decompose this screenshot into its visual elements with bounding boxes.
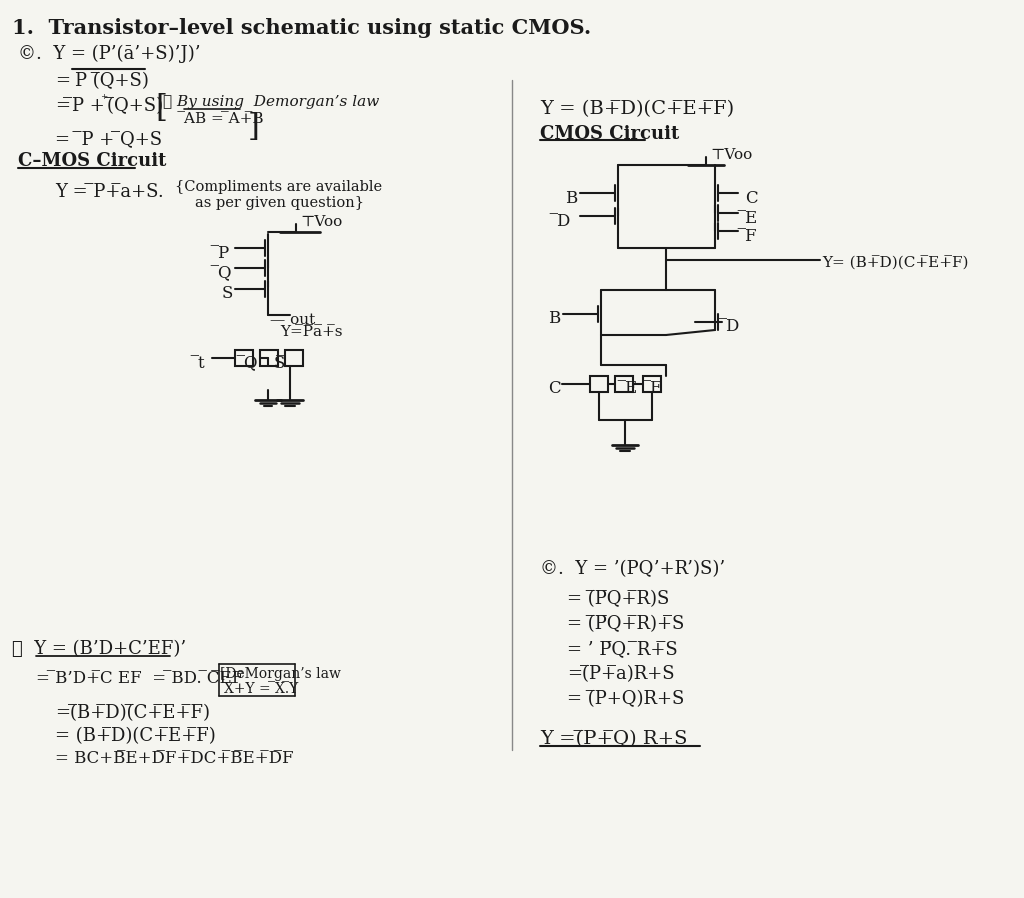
- Text: = (̅P̅Q+̅R)+̅S: = (̅P̅Q+̅R)+̅S: [567, 615, 684, 633]
- Text: Ⓐ  Y = (B’D+C’EF)’: Ⓐ Y = (B’D+C’EF)’: [12, 640, 186, 658]
- Text: ©.  Y = ’(PQ’+R’)S)’: ©. Y = ’(PQ’+R’)S)’: [540, 560, 725, 578]
- Text: =  ̅P + ̅Q+S: = ̅P + ̅Q+S: [55, 130, 162, 148]
- Text: (̅Q+S): (̅Q+S): [106, 97, 163, 115]
- Text: Y =(̅P+̅Q) R+S: Y =(̅P+̅Q) R+S: [540, 730, 687, 748]
- Text: =: =: [55, 97, 70, 115]
- Text: 1.  Transistor–level schematic using static CMOS.: 1. Transistor–level schematic using stat…: [12, 18, 591, 38]
- Bar: [643, 376, 662, 392]
- Text: ̅t: ̅t: [198, 355, 205, 372]
- Text: C–MOS Circuit: C–MOS Circuit: [18, 152, 166, 170]
- Text: ̅F: ̅F: [650, 380, 662, 397]
- Text: = BC+B̅E+D̅F+̅DC+̅B̅E+̅D̅F: = BC+B̅E+D̅F+̅DC+̅B̅E+̅D̅F: [55, 750, 294, 767]
- Text: C: C: [548, 380, 560, 397]
- Text: S: S: [222, 285, 233, 302]
- Text: Y = (B+̅D)(C+̅E+̅F): Y = (B+̅D)(C+̅E+̅F): [540, 100, 734, 118]
- Text: ̅P +: ̅P +: [72, 97, 104, 115]
- Bar: [234, 350, 253, 366]
- Text: ̅̅AB = ̅A+̅B: ̅̅AB = ̅A+̅B: [185, 112, 264, 126]
- Text: B: B: [548, 310, 560, 327]
- Text: = (B+̅D)(C+̅E+̅F): = (B+̅D)(C+̅E+̅F): [55, 727, 216, 745]
- Text: B: B: [565, 190, 578, 207]
- Text: ∴ By using  Demorgan’s law: ∴ By using Demorgan’s law: [163, 95, 379, 109]
- Text: ̅P: ̅P: [218, 245, 229, 262]
- Bar: [615, 376, 633, 392]
- Text: Y=̅P̅a̅+̅s: Y=̅P̅a̅+̅s: [280, 325, 342, 339]
- Text: ̅Q: ̅Q: [218, 265, 231, 282]
- Text: CMOS Circuit: CMOS Circuit: [540, 125, 679, 143]
- Text: [: [: [155, 93, 167, 124]
- Text: ̅D: ̅D: [726, 318, 739, 335]
- Text: — out: — out: [270, 313, 315, 327]
- Text: as per given question}: as per given question}: [195, 196, 364, 210]
- Text: = ’ P̅Q. ̅R+̅S: = ’ P̅Q. ̅R+̅S: [567, 640, 678, 658]
- Text: ̅F: ̅F: [745, 228, 757, 245]
- Text: = (̅P+Q)R+S: = (̅P+Q)R+S: [567, 690, 684, 708]
- Text: C: C: [745, 190, 758, 207]
- Text: =(̅B+̅D)(̅C+̅E+̅F): =(̅B+̅D)(̅C+̅E+̅F): [55, 704, 210, 722]
- Text: = (̅P̅Q+̅R)S: = (̅P̅Q+̅R)S: [567, 590, 670, 608]
- Text: ̅E: ̅E: [745, 210, 758, 227]
- Text: ̅E: ̅E: [625, 380, 637, 397]
- Text: ⊤Voo: ⊤Voo: [300, 215, 342, 229]
- Text: P (̅Q+S): P (̅Q+S): [75, 72, 148, 90]
- Text: =(̅P+̅a)R+S: =(̅P+̅a)R+S: [567, 665, 675, 683]
- Bar: [285, 350, 303, 366]
- Text: Y = ̅P+̅a+S.: Y = ̅P+̅a+S.: [55, 183, 164, 201]
- Text: Y= (B+̅D)(C+̅E+̅F): Y= (B+̅D)(C+̅E+̅F): [822, 256, 969, 270]
- Text: ©.  Y = (P’(ā’+S)’J)’: ©. Y = (P’(ā’+S)’J)’: [18, 45, 201, 63]
- Text: X+Y = ̅X.̅Y: X+Y = ̅X.̅Y: [224, 682, 298, 696]
- Text: ⁺: ⁺: [100, 93, 108, 107]
- Text: ̅Q: ̅Q: [244, 355, 257, 372]
- Text: [DeMorgan’s law: [DeMorgan’s law: [220, 667, 341, 681]
- Bar: [590, 376, 608, 392]
- Text: =: =: [55, 72, 70, 90]
- Text: ̅D: ̅D: [557, 213, 570, 230]
- Text: = ̅B’D+̅C EF  = ̅BD. ̅C̅EF: = ̅B’D+̅C EF = ̅BD. ̅C̅EF: [36, 670, 244, 687]
- Text: S̅: S̅: [274, 355, 286, 372]
- Text: ⊤Voo: ⊤Voo: [710, 148, 753, 162]
- Text: {Compliments are available: {Compliments are available: [175, 180, 382, 194]
- Bar: [260, 350, 278, 366]
- Text: ]: ]: [248, 112, 260, 143]
